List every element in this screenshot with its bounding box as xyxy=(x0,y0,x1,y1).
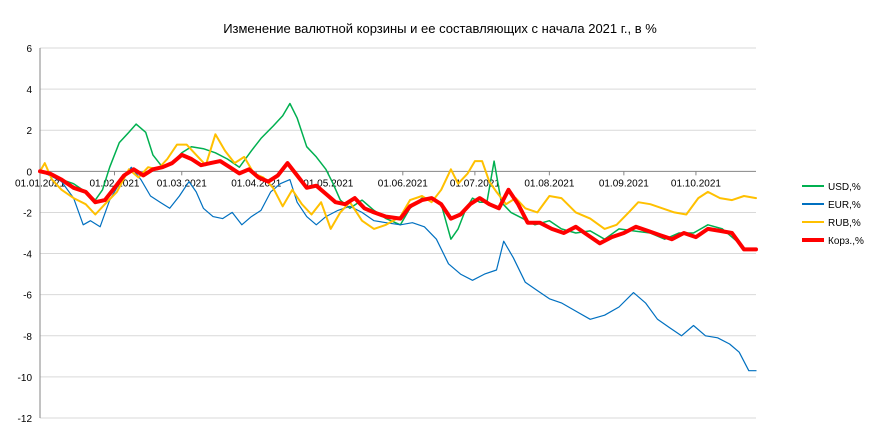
y-tick-label: -8 xyxy=(23,332,32,343)
y-tick-labels: 6 4 2 0 -2 -4 -6 -8 -10 -12 xyxy=(18,44,33,425)
y-tick-label: -12 xyxy=(18,414,33,425)
x-tick-label: 01.05.2021 xyxy=(303,178,353,189)
x-tick-label: 01.01.2021 xyxy=(15,178,65,189)
x-tick-label: 01.10.2021 xyxy=(671,178,721,189)
y-tick-label: -4 xyxy=(23,250,32,261)
series-line-1 xyxy=(39,166,757,372)
legend-label: Корз.,% xyxy=(828,236,864,247)
y-tick-label: -2 xyxy=(23,208,32,219)
series-lines xyxy=(38,102,758,372)
x-tick-label: 01.09.2021 xyxy=(599,178,649,189)
legend-label: RUB,% xyxy=(828,218,861,229)
y-tick-label: 6 xyxy=(26,44,32,55)
x-tick-label: 01.08.2021 xyxy=(524,178,574,189)
series-line-0 xyxy=(39,102,757,251)
series-line-3 xyxy=(38,152,758,252)
x-tick-label: 01.04.2021 xyxy=(231,178,281,189)
legend-label: EUR,% xyxy=(828,200,861,211)
x-tick-label: 01.03.2021 xyxy=(157,178,207,189)
chart-title: Изменение валютной корзины и ее составля… xyxy=(223,21,657,36)
x-tick-label: 01.07.2021 xyxy=(450,178,500,189)
x-tick-label: 01.02.2021 xyxy=(89,178,139,189)
x-tick-labels: 01.01.2021 01.02.2021 01.03.2021 01.04.2021… xyxy=(15,178,721,189)
legend-label: USD,% xyxy=(828,182,861,193)
y-tick-label: -10 xyxy=(18,373,33,384)
grid xyxy=(40,47,756,419)
y-tick-label: 0 xyxy=(26,167,32,178)
y-tick-label: 4 xyxy=(26,85,32,96)
y-tick-label: 2 xyxy=(26,126,32,137)
y-tick-label: -6 xyxy=(23,291,32,302)
legend: USD,% EUR,% RUB,% Корз.,% xyxy=(802,182,864,247)
x-tick-label: 01.06.2021 xyxy=(378,178,428,189)
